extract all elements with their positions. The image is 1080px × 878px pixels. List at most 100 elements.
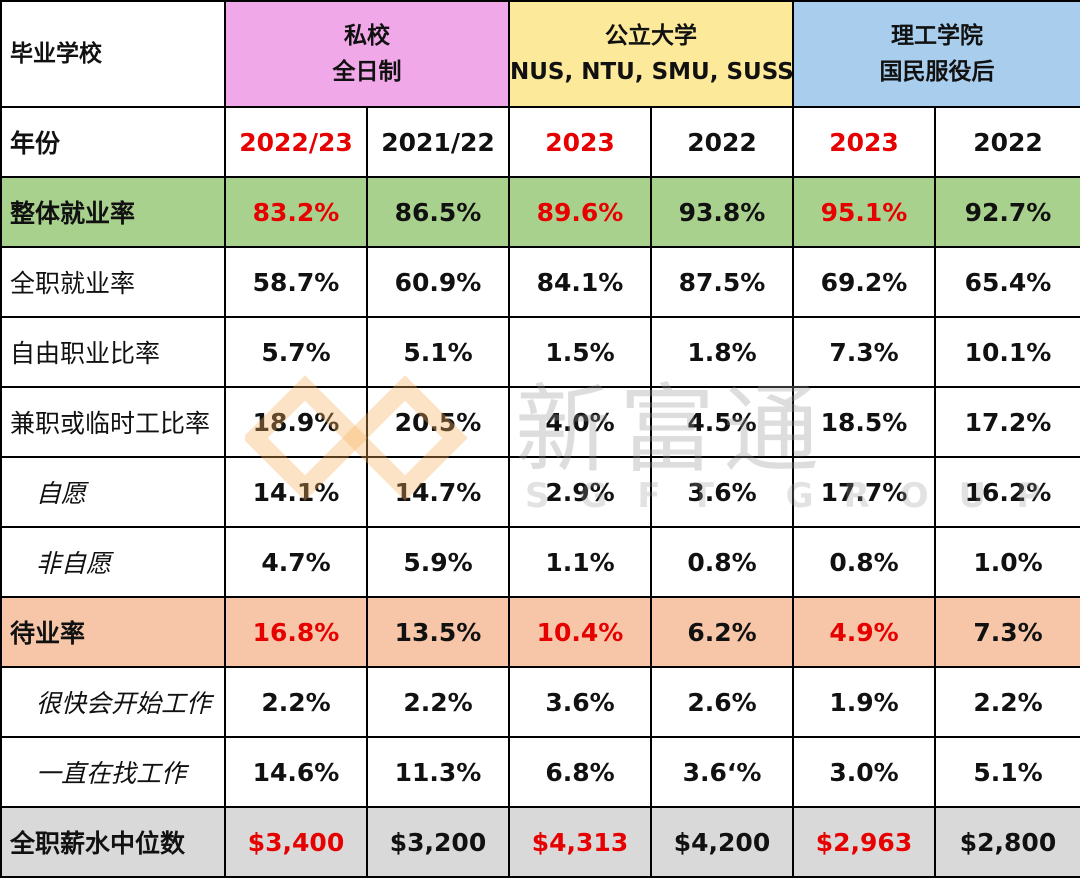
row-label: 待业率 [0,596,226,668]
value-cell: 3.6% [508,666,652,738]
value-cell: 2.2% [224,666,368,738]
table-row-fulltime: 全职就业率 58.7% 60.9% 84.1% 87.5% 69.2% 65.4… [0,246,1080,318]
value-cell: 16.8% [224,596,368,668]
value-cell: 84.1% [508,246,652,318]
value-cell: 11.3% [366,736,510,808]
row-label: 自由职业比率 [0,316,226,388]
value-cell: 87.5% [650,246,794,318]
value-cell: 4.5% [650,386,794,458]
value-cell: 3.0% [792,736,936,808]
year-cell: 2022/23 [224,106,368,178]
value-cell: 4.9% [792,596,936,668]
value-cell: 18.9% [224,386,368,458]
value-cell: 83.2% [224,176,368,248]
year-cell: 2022 [934,106,1080,178]
value-cell: 14.1% [224,456,368,528]
table-row-starting-soon: 很快会开始工作 2.2% 2.2% 3.6% 2.6% 1.9% 2.2% [0,666,1080,738]
row-label: 全职薪水中位数 [0,806,226,878]
value-cell: 13.5% [366,596,510,668]
value-cell: 89.6% [508,176,652,248]
table-row-still-searching: 一直在找工作 14.6% 11.3% 6.8% 3.6‘% 3.0% 5.1% [0,736,1080,808]
value-cell: $3,200 [366,806,510,878]
value-cell: 2.2% [934,666,1080,738]
value-cell: 10.1% [934,316,1080,388]
value-cell: $3,400 [224,806,368,878]
value-cell: 10.4% [508,596,652,668]
table-row-overall-employment: 整体就业率 83.2% 86.5% 89.6% 93.8% 95.1% 92.7… [0,176,1080,248]
value-cell: 2.9% [508,456,652,528]
year-cell: 2021/22 [366,106,510,178]
year-row: 年份 2022/23 2021/22 2023 2022 2023 2022 [0,106,1080,178]
value-cell: 1.9% [792,666,936,738]
value-cell: 93.8% [650,176,794,248]
value-cell: 16.2% [934,456,1080,528]
value-cell: 3.6‘% [650,736,794,808]
row-label: 很快会开始工作 [0,666,226,738]
value-cell: 7.3% [934,596,1080,668]
value-cell: 2.6% [650,666,794,738]
value-cell: $2,963 [792,806,936,878]
header-private-line1: 私校 [344,23,390,49]
value-cell: 17.7% [792,456,936,528]
value-cell: 5.9% [366,526,510,598]
value-cell: 20.5% [366,386,510,458]
table-row-median-salary: 全职薪水中位数 $3,400 $3,200 $4,313 $4,200 $2,9… [0,806,1080,878]
value-cell: 6.8% [508,736,652,808]
value-cell: $4,200 [650,806,794,878]
value-cell: 5.1% [366,316,510,388]
value-cell: 58.7% [224,246,368,318]
table-row-involuntary: 非自愿 4.7% 5.9% 1.1% 0.8% 0.8% 1.0% [0,526,1080,598]
year-cell: 2022 [650,106,794,178]
value-cell: $2,800 [934,806,1080,878]
value-cell: 92.7% [934,176,1080,248]
value-cell: 65.4% [934,246,1080,318]
header-public-line2: NUS, NTU, SMU, SUSS [510,59,793,85]
value-cell: 0.8% [650,526,794,598]
value-cell: 86.5% [366,176,510,248]
header-label: 毕业学校 [0,0,226,108]
row-label: 全职就业率 [0,246,226,318]
table-row-voluntary: 自愿 14.1% 14.7% 2.9% 3.6% 17.7% 16.2% [0,456,1080,528]
value-cell: 1.5% [508,316,652,388]
value-cell: 2.2% [366,666,510,738]
row-label: 一直在找工作 [0,736,226,808]
year-cell: 2023 [508,106,652,178]
header-poly-line1: 理工学院 [891,23,983,49]
value-cell: 6.2% [650,596,794,668]
value-cell: 1.1% [508,526,652,598]
value-cell: 4.0% [508,386,652,458]
value-cell: 69.2% [792,246,936,318]
value-cell: 7.3% [792,316,936,388]
header-public-line1: 公立大学 [605,23,697,49]
table-row-parttime: 兼职或临时工比率 18.9% 20.5% 4.0% 4.5% 18.5% 17.… [0,386,1080,458]
header-private-line2: 全日制 [332,59,402,85]
value-cell: $4,313 [508,806,652,878]
header-private: 私校 全日制 [224,0,510,108]
year-label: 年份 [0,106,226,178]
value-cell: 18.5% [792,386,936,458]
row-label: 非自愿 [0,526,226,598]
header-poly: 理工学院 国民服役后 [792,0,1080,108]
value-cell: 60.9% [366,246,510,318]
value-cell: 3.6% [650,456,794,528]
table-row-unemployment: 待业率 16.8% 13.5% 10.4% 6.2% 4.9% 7.3% [0,596,1080,668]
header-row: 毕业学校 私校 全日制 公立大学 NUS, NTU, SMU, SUSS 理工学… [0,0,1080,108]
row-label: 整体就业率 [0,176,226,248]
value-cell: 5.1% [934,736,1080,808]
header-public: 公立大学 NUS, NTU, SMU, SUSS [508,0,794,108]
table-row-freelance: 自由职业比率 5.7% 5.1% 1.5% 1.8% 7.3% 10.1% [0,316,1080,388]
row-label: 自愿 [0,456,226,528]
value-cell: 17.2% [934,386,1080,458]
value-cell: 5.7% [224,316,368,388]
value-cell: 1.8% [650,316,794,388]
row-label: 兼职或临时工比率 [0,386,226,458]
year-cell: 2023 [792,106,936,178]
value-cell: 0.8% [792,526,936,598]
value-cell: 1.0% [934,526,1080,598]
header-poly-line2: 国民服役后 [879,59,995,85]
value-cell: 95.1% [792,176,936,248]
value-cell: 4.7% [224,526,368,598]
value-cell: 14.7% [366,456,510,528]
value-cell: 14.6% [224,736,368,808]
